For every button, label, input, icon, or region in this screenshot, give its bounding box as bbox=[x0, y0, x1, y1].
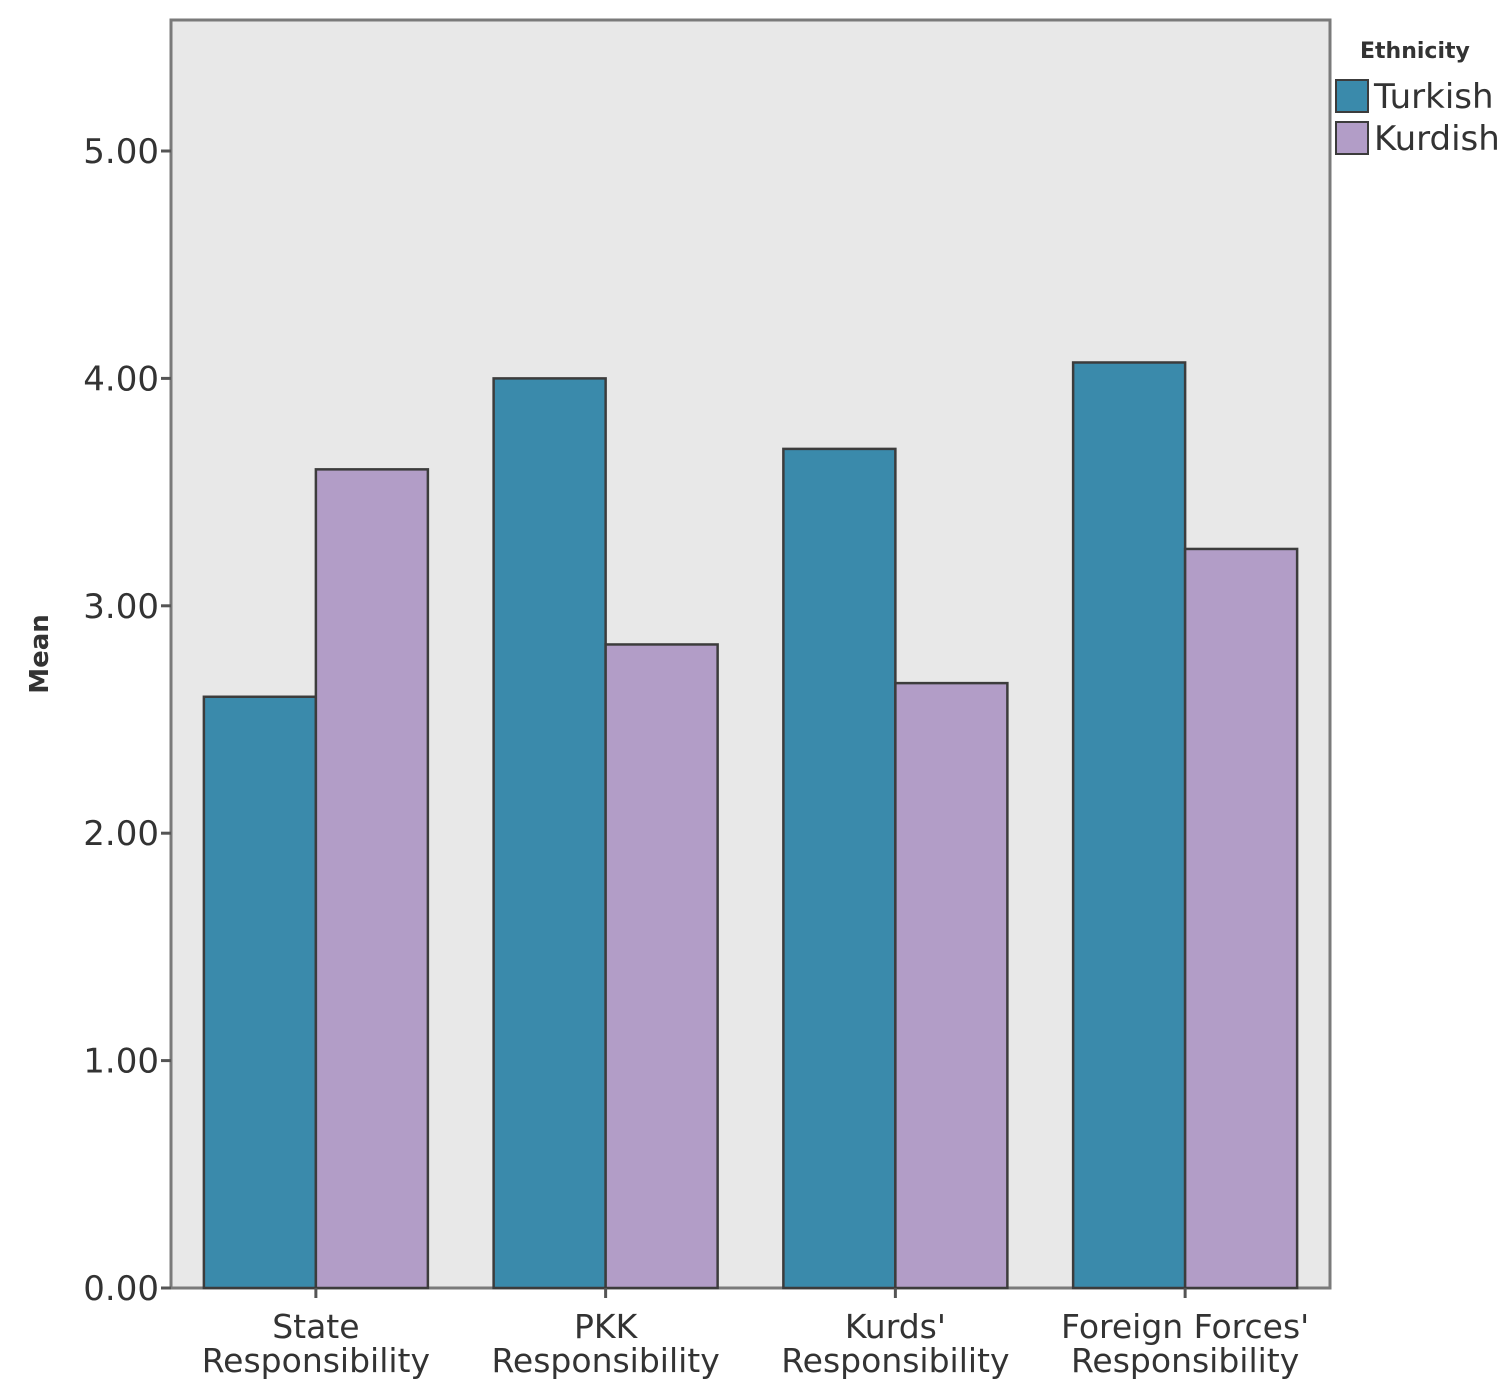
y-tick-label: 1.00 bbox=[83, 1042, 159, 1082]
x-axis: StateResponsibilityPKKResponsibilityKurd… bbox=[202, 1288, 1309, 1380]
bars-group bbox=[202, 361, 1299, 1290]
bar-kurdish-4 bbox=[1183, 547, 1299, 1290]
x-category-label: Responsibility bbox=[781, 1341, 1009, 1380]
legend-label-kurdish: Kurdish bbox=[1374, 119, 1500, 159]
bar-kurdish-2 bbox=[604, 643, 719, 1290]
y-tick-label: 2.00 bbox=[83, 814, 159, 854]
y-axis: 0.00 1.00 2.00 3.00 4.00 5.00 bbox=[83, 132, 171, 1309]
y-tick-label: 4.00 bbox=[83, 359, 159, 399]
legend-swatch-turkish bbox=[1335, 79, 1369, 113]
bar-turkish-4 bbox=[1071, 361, 1187, 1290]
x-category-label: Kurds' bbox=[845, 1307, 946, 1346]
legend-label-turkish: Turkish bbox=[1373, 77, 1494, 117]
x-category-label: State bbox=[272, 1307, 359, 1346]
bar-turkish-2 bbox=[492, 377, 607, 1290]
y-tick-label: 5.00 bbox=[83, 132, 159, 172]
x-category-label: Responsibility bbox=[202, 1341, 430, 1380]
bar-turkish-3 bbox=[782, 447, 897, 1290]
y-tick-label: 3.00 bbox=[83, 587, 159, 627]
bar-turkish-1 bbox=[202, 695, 318, 1290]
x-category-label: PKK bbox=[574, 1307, 639, 1346]
bar-kurdish-3 bbox=[894, 681, 1009, 1290]
bar-kurdish-1 bbox=[314, 468, 430, 1290]
x-category-label: Responsibility bbox=[491, 1341, 719, 1380]
x-category-label: Foreign Forces' bbox=[1061, 1307, 1309, 1346]
x-category-label: Responsibility bbox=[1071, 1341, 1299, 1380]
legend-swatch-kurdish bbox=[1335, 121, 1369, 155]
y-tick-label: 0.00 bbox=[83, 1269, 159, 1309]
y-axis-title: Mean bbox=[25, 614, 55, 694]
legend-title: Ethnicity bbox=[1360, 39, 1470, 64]
